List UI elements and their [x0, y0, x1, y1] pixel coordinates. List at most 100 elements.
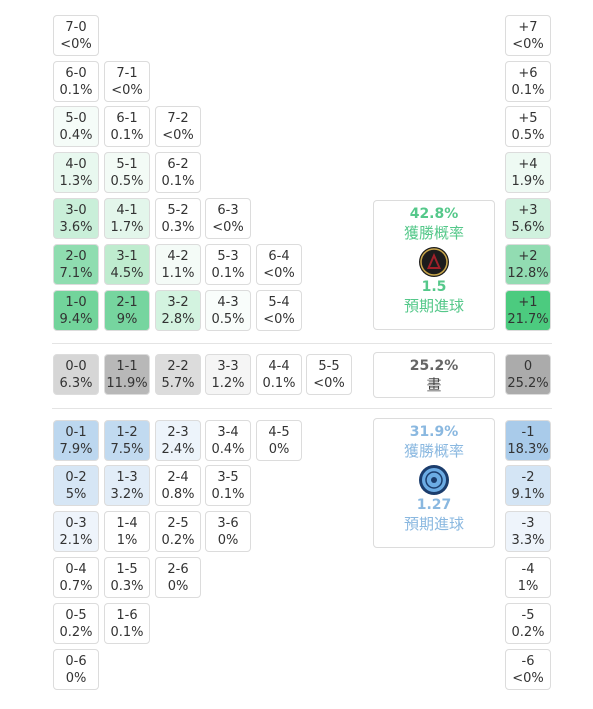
- score-cell[interactable]: 7-1 <0%: [104, 61, 150, 102]
- away-expected-goals: 1.27: [416, 497, 452, 513]
- divider: [52, 343, 552, 344]
- score-cell[interactable]: 0-0 6.3%: [53, 354, 99, 395]
- score-cell[interactable]: 6-3 <0%: [205, 198, 251, 239]
- score-prob: 0%: [268, 442, 290, 457]
- score-cell[interactable]: 6-4 <0%: [256, 244, 302, 285]
- score-prob: <0%: [263, 312, 295, 327]
- score-cell[interactable]: 1-3 3.2%: [104, 465, 150, 506]
- margin-cell[interactable]: +5 0.5%: [505, 106, 551, 147]
- margin-prob: 21.7%: [507, 312, 549, 327]
- score-cell[interactable]: 2-0 7.1%: [53, 244, 99, 285]
- score-label: 1-2: [116, 425, 138, 440]
- score-cell[interactable]: 3-1 4.5%: [104, 244, 150, 285]
- score-cell[interactable]: 2-5 0.2%: [155, 511, 201, 552]
- score-prob: <0%: [313, 376, 345, 391]
- score-label: 6-4: [268, 249, 290, 264]
- margin-cell[interactable]: -5 0.2%: [505, 603, 551, 644]
- score-prob: 2.4%: [161, 442, 195, 457]
- score-prob: 1.3%: [59, 174, 93, 189]
- score-label: 3-1: [116, 249, 138, 264]
- away-win-label: 獲勝概率: [403, 442, 464, 460]
- margin-cell[interactable]: -4 1%: [505, 557, 551, 598]
- score-cell[interactable]: 1-4 1%: [104, 511, 150, 552]
- score-cell[interactable]: 3-0 3.6%: [53, 198, 99, 239]
- score-cell[interactable]: 2-3 2.4%: [155, 420, 201, 461]
- score-label: 5-0: [65, 111, 87, 126]
- home-win-label: 獲勝概率: [403, 224, 464, 242]
- score-cell[interactable]: 7-0 <0%: [53, 15, 99, 56]
- margin-label: +7: [518, 20, 538, 35]
- score-label: 3-6: [217, 516, 239, 531]
- score-cell[interactable]: 0-1 7.9%: [53, 420, 99, 461]
- score-prob: 5.7%: [161, 376, 195, 391]
- score-cell[interactable]: 2-2 5.7%: [155, 354, 201, 395]
- score-cell[interactable]: 3-5 0.1%: [205, 465, 251, 506]
- margin-cell[interactable]: +2 12.8%: [505, 244, 551, 285]
- away-win-pct: 31.9%: [409, 424, 459, 440]
- score-cell[interactable]: 6-0 0.1%: [53, 61, 99, 102]
- score-cell[interactable]: 0-3 2.1%: [53, 511, 99, 552]
- score-cell[interactable]: 0-4 0.7%: [53, 557, 99, 598]
- score-prob: 0.7%: [59, 579, 93, 594]
- score-cell[interactable]: 5-4 <0%: [256, 290, 302, 331]
- away-goals-label: 預期進球: [403, 515, 464, 533]
- score-cell[interactable]: 4-5 0%: [256, 420, 302, 461]
- score-cell[interactable]: 1-5 0.3%: [104, 557, 150, 598]
- score-cell[interactable]: 1-0 9.4%: [53, 290, 99, 331]
- score-cell[interactable]: 6-2 0.1%: [155, 152, 201, 193]
- margin-prob: 1%: [517, 579, 539, 594]
- score-cell[interactable]: 4-1 1.7%: [104, 198, 150, 239]
- score-cell[interactable]: 5-5 <0%: [306, 354, 352, 395]
- margin-cell[interactable]: -3 3.3%: [505, 511, 551, 552]
- score-cell[interactable]: 5-2 0.3%: [155, 198, 201, 239]
- score-cell[interactable]: 7-2 <0%: [155, 106, 201, 147]
- score-cell[interactable]: 2-1 9%: [104, 290, 150, 331]
- score-prob: <0%: [212, 220, 244, 235]
- margin-cell[interactable]: -6 <0%: [505, 649, 551, 690]
- margin-cell[interactable]: +1 21.7%: [505, 290, 551, 331]
- score-cell[interactable]: 3-2 2.8%: [155, 290, 201, 331]
- margin-cell[interactable]: 0 25.2%: [505, 354, 551, 395]
- score-cell[interactable]: 5-0 0.4%: [53, 106, 99, 147]
- margin-cell[interactable]: +7 <0%: [505, 15, 551, 56]
- margin-cell[interactable]: +6 0.1%: [505, 61, 551, 102]
- score-prob: 0.1%: [59, 83, 93, 98]
- score-cell[interactable]: 3-4 0.4%: [205, 420, 251, 461]
- score-cell[interactable]: 6-1 0.1%: [104, 106, 150, 147]
- margin-prob: 0.5%: [511, 128, 545, 143]
- score-cell[interactable]: 4-0 1.3%: [53, 152, 99, 193]
- margin-cell[interactable]: +4 1.9%: [505, 152, 551, 193]
- score-cell[interactable]: 1-1 11.9%: [104, 354, 150, 395]
- score-cell[interactable]: 5-1 0.5%: [104, 152, 150, 193]
- score-cell[interactable]: 5-3 0.1%: [205, 244, 251, 285]
- score-prob: 0.1%: [161, 174, 195, 189]
- score-cell[interactable]: 4-2 1.1%: [155, 244, 201, 285]
- score-cell[interactable]: 4-3 0.5%: [205, 290, 251, 331]
- score-prob: 0.1%: [211, 487, 245, 502]
- score-cell[interactable]: 0-5 0.2%: [53, 603, 99, 644]
- score-label: 6-2: [167, 157, 189, 172]
- score-label: 0-5: [65, 608, 87, 623]
- score-cell[interactable]: 2-6 0%: [155, 557, 201, 598]
- score-cell[interactable]: 1-2 7.5%: [104, 420, 150, 461]
- margin-cell[interactable]: -1 18.3%: [505, 420, 551, 461]
- score-cell[interactable]: 4-4 0.1%: [256, 354, 302, 395]
- margin-label: 0: [523, 359, 533, 374]
- score-prob: 0.4%: [211, 442, 245, 457]
- margin-prob: <0%: [512, 37, 544, 52]
- score-cell[interactable]: 3-6 0%: [205, 511, 251, 552]
- score-prob: 0.8%: [161, 487, 195, 502]
- margin-label: -3: [521, 516, 535, 531]
- score-cell[interactable]: 0-6 0%: [53, 649, 99, 690]
- margin-cell[interactable]: +3 5.6%: [505, 198, 551, 239]
- score-cell[interactable]: 3-3 1.2%: [205, 354, 251, 395]
- score-label: 0-0: [65, 359, 87, 374]
- score-prob: 3.2%: [110, 487, 144, 502]
- score-cell[interactable]: 0-2 5%: [53, 465, 99, 506]
- score-cell[interactable]: 1-6 0.1%: [104, 603, 150, 644]
- margin-cell[interactable]: -2 9.1%: [505, 465, 551, 506]
- score-label: 7-0: [65, 20, 87, 35]
- score-prob: 0.2%: [161, 533, 195, 548]
- score-cell[interactable]: 2-4 0.8%: [155, 465, 201, 506]
- margin-label: +4: [518, 157, 538, 172]
